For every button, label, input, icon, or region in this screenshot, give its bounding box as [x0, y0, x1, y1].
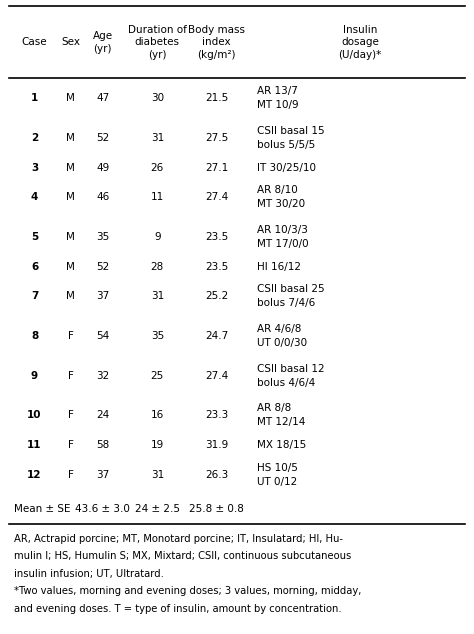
Text: insulin infusion; UT, Ultratard.: insulin infusion; UT, Ultratard.	[14, 569, 164, 579]
Text: 4: 4	[31, 192, 38, 202]
Text: 23.5: 23.5	[205, 232, 228, 242]
Text: 28: 28	[151, 262, 164, 271]
Text: 46: 46	[96, 192, 109, 202]
Text: Insulin
dosage
(U/day)*: Insulin dosage (U/day)*	[338, 25, 382, 60]
Text: MT 12/14: MT 12/14	[257, 417, 306, 427]
Text: AR 8/10: AR 8/10	[257, 185, 298, 195]
Text: 31: 31	[151, 470, 164, 479]
Text: 21.5: 21.5	[205, 93, 228, 103]
Text: M: M	[66, 262, 75, 271]
Text: F: F	[68, 331, 74, 341]
Text: and evening doses. T = type of insulin, amount by concentration.: and evening doses. T = type of insulin, …	[14, 604, 342, 614]
Text: 49: 49	[96, 162, 109, 172]
Text: *Two values, morning and evening doses; 3 values, morning, midday,: *Two values, morning and evening doses; …	[14, 586, 361, 596]
Text: UT 0/12: UT 0/12	[257, 477, 298, 486]
Text: Body mass
index
(kg/m²): Body mass index (kg/m²)	[188, 25, 245, 60]
Text: 27.5: 27.5	[205, 133, 228, 143]
Text: 27.4: 27.4	[205, 192, 228, 202]
Text: IT 30/25/10: IT 30/25/10	[257, 162, 317, 172]
Text: 35: 35	[96, 232, 109, 242]
Text: M: M	[66, 162, 75, 172]
Text: M: M	[66, 133, 75, 143]
Text: 19: 19	[151, 440, 164, 450]
Text: Mean ± SE: Mean ± SE	[14, 504, 71, 514]
Text: 31.9: 31.9	[205, 440, 228, 450]
Text: M: M	[66, 93, 75, 103]
Text: Case: Case	[22, 37, 47, 48]
Text: 32: 32	[96, 371, 109, 380]
Text: AR 8/8: AR 8/8	[257, 403, 292, 413]
Text: 27.4: 27.4	[205, 371, 228, 380]
Text: 52: 52	[96, 133, 109, 143]
Text: 2: 2	[31, 133, 38, 143]
Text: M: M	[66, 232, 75, 242]
Text: 24: 24	[96, 410, 109, 420]
Text: MT 30/20: MT 30/20	[257, 199, 306, 209]
Text: 1: 1	[31, 93, 38, 103]
Text: Age
(yr): Age (yr)	[93, 31, 113, 54]
Text: 24 ± 2.5: 24 ± 2.5	[135, 504, 180, 514]
Text: 11: 11	[151, 192, 164, 202]
Text: AR 10/3/3: AR 10/3/3	[257, 225, 309, 235]
Text: MX 18/15: MX 18/15	[257, 440, 307, 450]
Text: UT 0/0/30: UT 0/0/30	[257, 338, 308, 348]
Text: M: M	[66, 192, 75, 202]
Text: CSII basal 12: CSII basal 12	[257, 364, 325, 373]
Text: 16: 16	[151, 410, 164, 420]
Text: 25.8 ± 0.8: 25.8 ± 0.8	[189, 504, 244, 514]
Text: 23.5: 23.5	[205, 262, 228, 271]
Text: MT 17/0/0: MT 17/0/0	[257, 239, 309, 249]
Text: 9: 9	[31, 371, 38, 380]
Text: 12: 12	[27, 470, 42, 479]
Text: 5: 5	[31, 232, 38, 242]
Text: 30: 30	[151, 93, 164, 103]
Text: bolus 7/4/6: bolus 7/4/6	[257, 298, 316, 308]
Text: M: M	[66, 292, 75, 301]
Text: bolus 4/6/4: bolus 4/6/4	[257, 377, 316, 387]
Text: Duration of
diabetes
(yr): Duration of diabetes (yr)	[128, 25, 187, 60]
Text: 27.1: 27.1	[205, 162, 228, 172]
Text: bolus 5/5/5: bolus 5/5/5	[257, 140, 316, 150]
Text: MT 10/9: MT 10/9	[257, 100, 299, 110]
Text: 37: 37	[96, 470, 109, 479]
Text: 31: 31	[151, 133, 164, 143]
Text: 6: 6	[31, 262, 38, 271]
Text: 54: 54	[96, 331, 109, 341]
Text: 10: 10	[27, 410, 42, 420]
Text: 43.6 ± 3.0: 43.6 ± 3.0	[75, 504, 130, 514]
Text: 26: 26	[151, 162, 164, 172]
Text: AR 13/7: AR 13/7	[257, 86, 298, 96]
Text: 52: 52	[96, 262, 109, 271]
Text: Sex: Sex	[62, 37, 81, 48]
Text: F: F	[68, 371, 74, 380]
Text: CSII basal 15: CSII basal 15	[257, 126, 325, 136]
Text: mulin I; HS, Humulin S; MX, Mixtard; CSII, continuous subcutaneous: mulin I; HS, Humulin S; MX, Mixtard; CSI…	[14, 551, 351, 561]
Text: CSII basal 25: CSII basal 25	[257, 285, 325, 294]
Text: 25.2: 25.2	[205, 292, 228, 301]
Text: 35: 35	[151, 331, 164, 341]
Text: 26.3: 26.3	[205, 470, 228, 479]
Text: 24.7: 24.7	[205, 331, 228, 341]
Text: 31: 31	[151, 292, 164, 301]
Text: F: F	[68, 440, 74, 450]
Text: 11: 11	[27, 440, 42, 450]
Text: AR, Actrapid porcine; MT, Monotard porcine; IT, Insulatard; HI, Hu-: AR, Actrapid porcine; MT, Monotard porci…	[14, 534, 343, 543]
Text: 8: 8	[31, 331, 38, 341]
Text: 25: 25	[151, 371, 164, 380]
Text: 3: 3	[31, 162, 38, 172]
Text: 23.3: 23.3	[205, 410, 228, 420]
Text: 47: 47	[96, 93, 109, 103]
Text: 58: 58	[96, 440, 109, 450]
Text: 37: 37	[96, 292, 109, 301]
Text: HS 10/5: HS 10/5	[257, 463, 298, 473]
Text: HI 16/12: HI 16/12	[257, 262, 301, 271]
Text: F: F	[68, 410, 74, 420]
Text: 9: 9	[154, 232, 161, 242]
Text: AR 4/6/8: AR 4/6/8	[257, 324, 302, 334]
Text: F: F	[68, 470, 74, 479]
Text: 7: 7	[31, 292, 38, 301]
